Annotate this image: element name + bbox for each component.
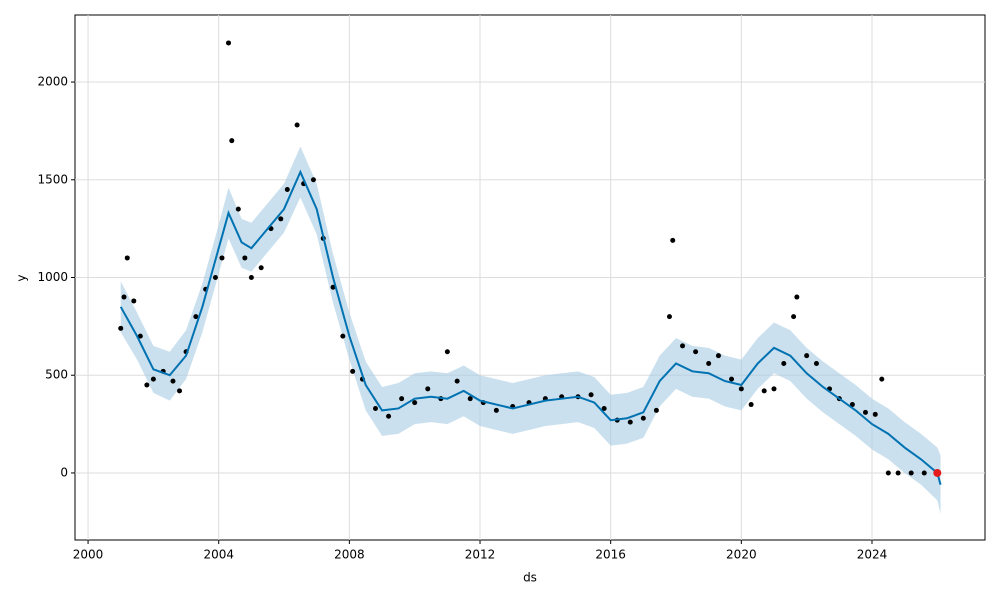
observation bbox=[738, 386, 744, 392]
observation bbox=[680, 343, 686, 349]
observation bbox=[118, 325, 124, 331]
x-tick-label: 2004 bbox=[203, 548, 234, 562]
observation bbox=[144, 382, 150, 388]
observation bbox=[908, 470, 914, 476]
y-tick-label: 2000 bbox=[37, 75, 68, 89]
observation bbox=[791, 314, 797, 320]
observation bbox=[670, 237, 676, 243]
observation bbox=[444, 349, 450, 355]
x-tick-label: 2012 bbox=[465, 548, 496, 562]
observation bbox=[794, 294, 800, 300]
observation bbox=[340, 333, 346, 339]
observation bbox=[170, 378, 176, 384]
observation bbox=[454, 378, 460, 384]
observation bbox=[219, 255, 225, 261]
observation bbox=[493, 407, 499, 413]
observation bbox=[715, 353, 721, 359]
observation bbox=[226, 40, 232, 46]
y-tick-label: 0 bbox=[60, 465, 68, 479]
observation bbox=[666, 314, 672, 320]
observation bbox=[804, 353, 810, 359]
x-tick-label: 2000 bbox=[73, 548, 104, 562]
observation bbox=[921, 470, 927, 476]
observation bbox=[627, 419, 633, 425]
observation bbox=[885, 470, 891, 476]
x-tick-label: 2016 bbox=[595, 548, 626, 562]
highlight-point bbox=[933, 468, 942, 477]
y-axis-label: y bbox=[15, 274, 29, 281]
observation bbox=[588, 392, 594, 398]
observation bbox=[640, 415, 646, 421]
observation bbox=[771, 386, 777, 392]
y-tick-label: 1000 bbox=[37, 270, 68, 284]
observation bbox=[235, 206, 241, 212]
observation bbox=[193, 314, 199, 320]
observation bbox=[729, 376, 735, 382]
x-axis-label: ds bbox=[523, 571, 537, 585]
observation bbox=[849, 402, 855, 408]
observation bbox=[895, 470, 901, 476]
observation bbox=[350, 368, 356, 374]
observation bbox=[872, 411, 878, 417]
uncertainty-band bbox=[120, 146, 941, 515]
observation bbox=[212, 275, 218, 280]
observation bbox=[150, 376, 156, 382]
observation bbox=[653, 407, 659, 413]
observation bbox=[399, 396, 405, 402]
observation bbox=[706, 361, 712, 367]
observation bbox=[862, 409, 868, 415]
observation bbox=[124, 255, 130, 261]
observation bbox=[284, 187, 290, 193]
observation bbox=[813, 361, 819, 367]
observation bbox=[761, 388, 767, 394]
observation bbox=[748, 402, 754, 408]
observation bbox=[386, 413, 392, 419]
observation bbox=[693, 349, 699, 355]
y-tick-label: 1500 bbox=[37, 172, 68, 186]
observation bbox=[879, 376, 885, 382]
observation bbox=[294, 122, 300, 128]
observation bbox=[177, 388, 183, 394]
observation bbox=[373, 405, 379, 411]
observation bbox=[781, 361, 787, 367]
observation bbox=[229, 138, 235, 144]
observation bbox=[258, 265, 264, 271]
observation bbox=[412, 400, 418, 406]
observation bbox=[137, 333, 143, 339]
observation bbox=[425, 386, 431, 392]
observation bbox=[601, 405, 607, 411]
observation bbox=[242, 255, 248, 261]
forecast-line bbox=[119, 169, 942, 485]
x-tick-label: 2020 bbox=[726, 548, 757, 562]
observation bbox=[278, 216, 284, 222]
observation bbox=[121, 294, 127, 300]
y-tick-label: 500 bbox=[45, 368, 68, 382]
x-tick-label: 2024 bbox=[857, 548, 888, 562]
observation bbox=[310, 177, 316, 183]
observation bbox=[467, 396, 473, 402]
observation bbox=[248, 275, 254, 280]
observation bbox=[131, 298, 137, 304]
x-tick-label: 2008 bbox=[334, 548, 365, 562]
observation bbox=[330, 284, 336, 290]
